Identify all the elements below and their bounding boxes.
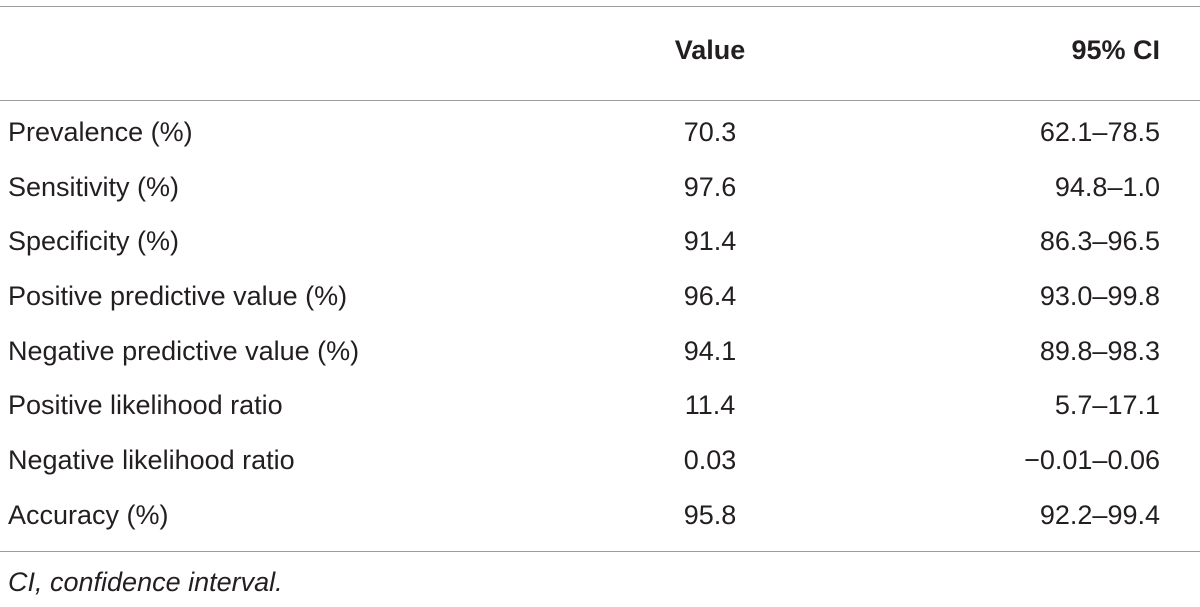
table-row: Sensitivity (%) 97.6 94.8–1.0: [0, 160, 1200, 215]
row-label: Prevalence (%): [8, 117, 193, 147]
row-label: Sensitivity (%): [8, 171, 180, 202]
row-value: 94.1: [683, 335, 737, 366]
row-value: 91.4: [683, 226, 737, 257]
row-label: Specificity (%): [8, 226, 180, 257]
row-label: Accuracy (%): [8, 499, 169, 530]
table-bottom-rule: [0, 551, 1200, 552]
row-label: Negative likelihood ratio: [8, 445, 295, 476]
row-label: Positive likelihood ratio: [8, 390, 283, 421]
row-ci: 94.8–1.0: [1054, 171, 1160, 202]
table-header-rule: [0, 100, 1200, 101]
row-label: Positive predictive value (%): [8, 281, 348, 312]
table-row: Positive likelihood ratio 11.4 5.7–17.1: [0, 378, 1200, 433]
row-label: Negative predictive value (%): [8, 335, 360, 366]
header-value: Value: [674, 35, 746, 65]
table-body: Prevalence (%) 70.3 62.1–78.5 Sensitivit…: [0, 105, 1200, 543]
row-ci: 93.0–99.8: [1039, 281, 1160, 312]
row-ci: −0.01–0.06: [1024, 445, 1160, 476]
table-header: Value 95% CI: [0, 28, 1200, 72]
table-row: Negative predictive value (%) 94.1 89.8–…: [0, 324, 1200, 379]
row-value: 95.8: [683, 499, 737, 530]
header-ci: 95% CI: [1071, 35, 1160, 65]
row-ci: 86.3–96.5: [1039, 226, 1160, 257]
row-value: 96.4: [683, 281, 737, 312]
row-ci: 5.7–17.1: [1054, 390, 1160, 421]
table-row: Positive predictive value (%) 96.4 93.0–…: [0, 269, 1200, 324]
table-footnote: CI, confidence interval.: [8, 567, 283, 597]
row-value: 97.6: [683, 171, 737, 202]
table-top-rule: [0, 6, 1200, 7]
table-row: Accuracy (%) 95.8 92.2–99.4: [0, 488, 1200, 543]
table-row: Specificity (%) 91.4 86.3–96.5: [0, 214, 1200, 269]
row-value: 11.4: [684, 390, 736, 421]
row-ci: 92.2–99.4: [1039, 499, 1160, 530]
row-value: 70.3: [683, 117, 737, 147]
row-ci: 89.8–98.3: [1039, 335, 1160, 366]
row-ci: 62.1–78.5: [1039, 117, 1160, 147]
row-value: 0.03: [683, 445, 737, 476]
table-row: Prevalence (%) 70.3 62.1–78.5: [0, 105, 1200, 160]
table-row: Negative likelihood ratio 0.03 −0.01–0.0…: [0, 433, 1200, 488]
